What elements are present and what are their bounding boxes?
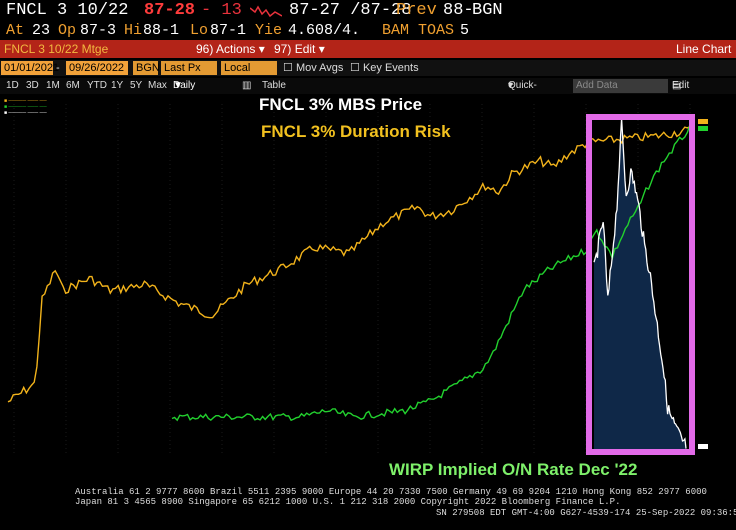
pricing-source: BGN	[472, 1, 503, 20]
low-label: Lo	[190, 22, 209, 39]
price-change: - 13	[201, 1, 242, 20]
mbs-price-last-marker	[698, 126, 708, 131]
open-value: 87-3	[80, 22, 117, 39]
low-value: 87-1	[210, 22, 247, 39]
period-6m[interactable]: 6M	[66, 80, 80, 91]
chevron-down-icon: ▾	[258, 42, 265, 56]
duration-risk-label: FNCL 3% Duration Risk	[261, 122, 451, 141]
start-date-field[interactable]: 01/01/2021	[1, 61, 59, 75]
footer-line-2: Japan 81 3 4565 8900 Singapore 65 6212 1…	[75, 497, 621, 507]
period-1y[interactable]: 1Y	[111, 80, 124, 91]
edit-chart-icon: ▤	[672, 80, 682, 91]
at-value: 23	[32, 22, 51, 39]
prev-value: 88-	[443, 1, 474, 20]
footer-line-3: SN 279508 EDT GMT-4:00 G627-4539-174 25-…	[436, 508, 736, 518]
field-selector[interactable]: Last Px	[161, 61, 217, 75]
wirp-last-marker	[698, 444, 708, 449]
high-label: Hi	[124, 22, 143, 39]
at-label: At	[6, 22, 25, 39]
period-3d[interactable]: 3D	[26, 80, 39, 91]
duration-risk-last-marker	[698, 119, 708, 124]
checkbox-icon: ☐	[283, 62, 293, 74]
plus-icon: +	[508, 80, 514, 91]
ticker: FNCL 3 10/22	[6, 1, 129, 20]
footer-line-1: Australia 61 2 9777 8600 Brazil 5511 239…	[75, 487, 707, 497]
wirp-area-fill	[594, 118, 686, 450]
period-1d[interactable]: 1D	[6, 80, 19, 91]
edit-menu-label: Edit	[294, 42, 316, 56]
chart-legend: ■ ───── ─── ── ■ ───── ─── ── ■ ───── ──…	[4, 98, 47, 116]
high-value: 88-1	[143, 22, 180, 39]
bam-toas-label: BAM TOAS	[382, 22, 455, 39]
function-toolbar: FNCL 3 10/22 Mtge 96) Actions ▾ 97) Edit…	[0, 40, 736, 58]
period-5y[interactable]: 5Y	[130, 80, 143, 91]
actions-menu-number: 96)	[196, 42, 214, 56]
period-bar: 1D 3D 1M 6M YTD 1Y 5Y Max Daily ▼ ▥ Tabl…	[0, 78, 736, 107]
chart-type-label: Line Chart	[676, 42, 732, 56]
wirp-rate-label: WIRP Implied O/N Rate Dec '22	[389, 460, 638, 479]
bid-ask: 87-27 /87-28	[289, 1, 412, 20]
chevron-down-icon: ▼	[173, 80, 183, 91]
footer: Australia 61 2 9777 8600 Brazil 5511 239…	[0, 486, 736, 530]
highlight-box	[586, 114, 695, 455]
source-field[interactable]: BGN	[133, 61, 160, 75]
controls-bar: 01/01/2021 - 09/26/2022 BGN Last Px Loca…	[0, 60, 736, 88]
wirp-rate-line	[593, 118, 687, 449]
actions-menu-label: Actions	[216, 42, 256, 56]
chevron-down-icon: ▾	[318, 42, 325, 56]
actions-menu[interactable]: 96) Actions ▾	[196, 40, 265, 58]
quote-header: FNCL 3 10/22 87-28 - 13 87-27 /87-28 Pre…	[0, 0, 736, 22]
chevron-down-icon: ▾	[508, 80, 514, 91]
end-date-field[interactable]: 09/26/2022	[66, 61, 128, 75]
sparkline-icon	[250, 5, 282, 18]
quote-stats: At 23 Op 87-3 Hi 88-1 Lo 87-1 Yie 4.608/…	[0, 22, 736, 40]
security-name[interactable]: FNCL 3 10/22 Mtge	[4, 42, 109, 56]
table-icon[interactable]: ▥	[242, 80, 252, 91]
period-max[interactable]: Max	[148, 80, 167, 91]
bam-toas-value: 5	[460, 22, 470, 39]
period-ytd[interactable]: YTD	[87, 80, 107, 91]
add-data-input[interactable]: Add Data	[573, 79, 668, 93]
mbs-price-line	[171, 124, 691, 422]
currency-selector[interactable]: Local CCY	[221, 61, 277, 88]
key-events-label: Key Events	[362, 62, 419, 74]
prev-label: Prev	[396, 1, 437, 20]
yield-label: Yie	[255, 22, 283, 39]
period-1m[interactable]: 1M	[46, 80, 60, 91]
mbs-price-label: FNCL 3% MBS Price	[259, 95, 423, 114]
duration-risk-line	[7, 126, 691, 403]
checkbox-icon: ☐	[350, 62, 360, 74]
last-price: 87-28	[144, 1, 196, 20]
date-range-dash: -	[56, 62, 60, 74]
table-button[interactable]: Table	[262, 80, 286, 91]
mov-avgs-label: Mov Avgs	[295, 62, 344, 74]
edit-menu[interactable]: 97) Edit ▾	[274, 40, 325, 58]
key-events-toggle[interactable]: ☐ Key Events	[350, 60, 419, 76]
open-label: Op	[58, 22, 77, 39]
frequency-label: Daily	[173, 80, 196, 91]
edit-menu-number: 97)	[274, 42, 292, 56]
yield-value: 4.608/4.	[288, 22, 361, 39]
line-chart[interactable]	[0, 94, 736, 485]
mov-avgs-toggle[interactable]: ☐ Mov Avgs	[283, 60, 343, 76]
